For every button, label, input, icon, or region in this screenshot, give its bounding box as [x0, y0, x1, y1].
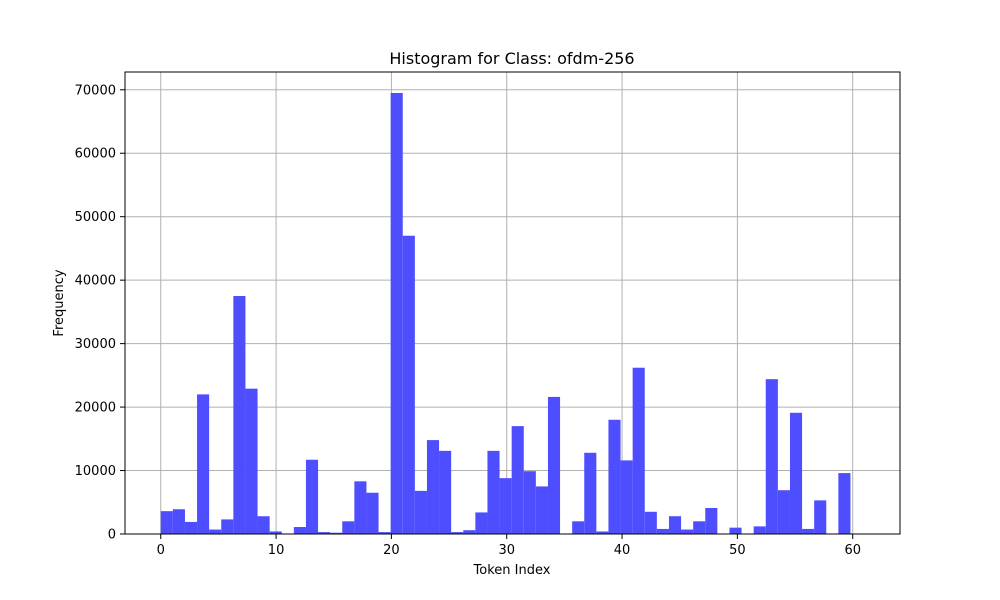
x-tick-label: 30	[498, 543, 515, 558]
histogram-bar	[644, 511, 657, 534]
chart-title: Histogram for Class: ofdm-256	[389, 49, 634, 68]
histogram-bar	[414, 490, 427, 534]
histogram-bar	[547, 396, 561, 534]
x-tick-label: 60	[844, 543, 861, 558]
histogram-bar	[668, 516, 682, 534]
histogram-bar	[608, 419, 621, 534]
histogram-bar	[789, 412, 803, 534]
y-tick-label: 20000	[75, 401, 116, 416]
y-tick-label: 50000	[75, 210, 116, 225]
histogram-bar	[753, 526, 766, 534]
histogram-bar	[245, 388, 258, 534]
histogram-bar	[160, 511, 173, 534]
plot-frame	[124, 71, 901, 535]
histogram-bar	[318, 532, 331, 534]
y-tick-label: 10000	[75, 464, 116, 479]
y-axis-ticks: 0 10000 20000 30000 40000 50000 60000 70000	[75, 83, 125, 543]
histogram-bar	[378, 532, 391, 534]
histogram-bar	[511, 426, 524, 534]
x-tick-label: 40	[614, 543, 631, 558]
histogram-bar	[209, 529, 222, 534]
histogram-bar	[705, 507, 718, 534]
bars	[160, 92, 851, 534]
histogram-bar	[402, 235, 415, 534]
histogram-bar	[535, 486, 548, 534]
histogram-bar	[439, 450, 452, 534]
y-tick-label: 70000	[75, 83, 116, 98]
histogram-bar	[184, 521, 198, 534]
y-axis-label: Frequency	[52, 269, 67, 336]
histogram-bar	[681, 529, 694, 534]
histogram-bar	[426, 440, 440, 534]
histogram-bar	[499, 478, 512, 534]
histogram-bar	[305, 459, 319, 534]
histogram-bar	[269, 531, 282, 534]
histogram-bar	[523, 471, 536, 534]
histogram-bar	[354, 481, 367, 534]
histogram-bar	[233, 296, 246, 534]
histogram-bar	[838, 473, 851, 534]
histogram-bar	[366, 492, 379, 534]
histogram-bar	[802, 528, 815, 534]
histogram-bar	[197, 394, 210, 534]
y-tick-label: 0	[108, 528, 116, 543]
histogram-bar	[729, 527, 742, 534]
histogram-bar	[620, 460, 633, 534]
histogram-bar	[584, 452, 597, 534]
x-axis-ticks: 0 10 20 30 40 50 60	[157, 534, 861, 558]
histogram-bar	[475, 512, 488, 534]
histogram-bar	[293, 527, 306, 534]
histogram-bar	[814, 500, 827, 534]
y-tick-label: 30000	[75, 337, 116, 352]
histogram-bar	[572, 521, 585, 534]
histogram-bar	[451, 532, 464, 534]
histogram-bar	[390, 92, 403, 534]
x-tick-label: 20	[383, 543, 400, 558]
x-tick-label: 0	[157, 543, 165, 558]
histogram-bar	[221, 519, 234, 534]
x-axis-label: Token Index	[473, 563, 551, 578]
histogram-bar	[632, 367, 645, 534]
x-tick-label: 10	[268, 543, 285, 558]
histogram-bar	[330, 532, 343, 534]
histogram-bar	[656, 528, 669, 534]
histogram-bar	[596, 531, 609, 534]
histogram-bar	[693, 521, 706, 534]
histogram-bar	[487, 450, 500, 534]
histogram-bar	[777, 490, 790, 534]
histogram-bar	[765, 379, 778, 534]
histogram-bar	[463, 530, 476, 534]
y-tick-label: 40000	[75, 274, 116, 289]
histogram-bar	[257, 516, 270, 534]
histogram-bar	[342, 521, 355, 534]
x-tick-label: 50	[729, 543, 746, 558]
histogram-bar	[172, 509, 185, 534]
y-tick-label: 60000	[75, 147, 116, 162]
